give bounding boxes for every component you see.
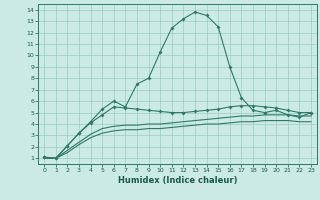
X-axis label: Humidex (Indice chaleur): Humidex (Indice chaleur) [118,176,237,185]
